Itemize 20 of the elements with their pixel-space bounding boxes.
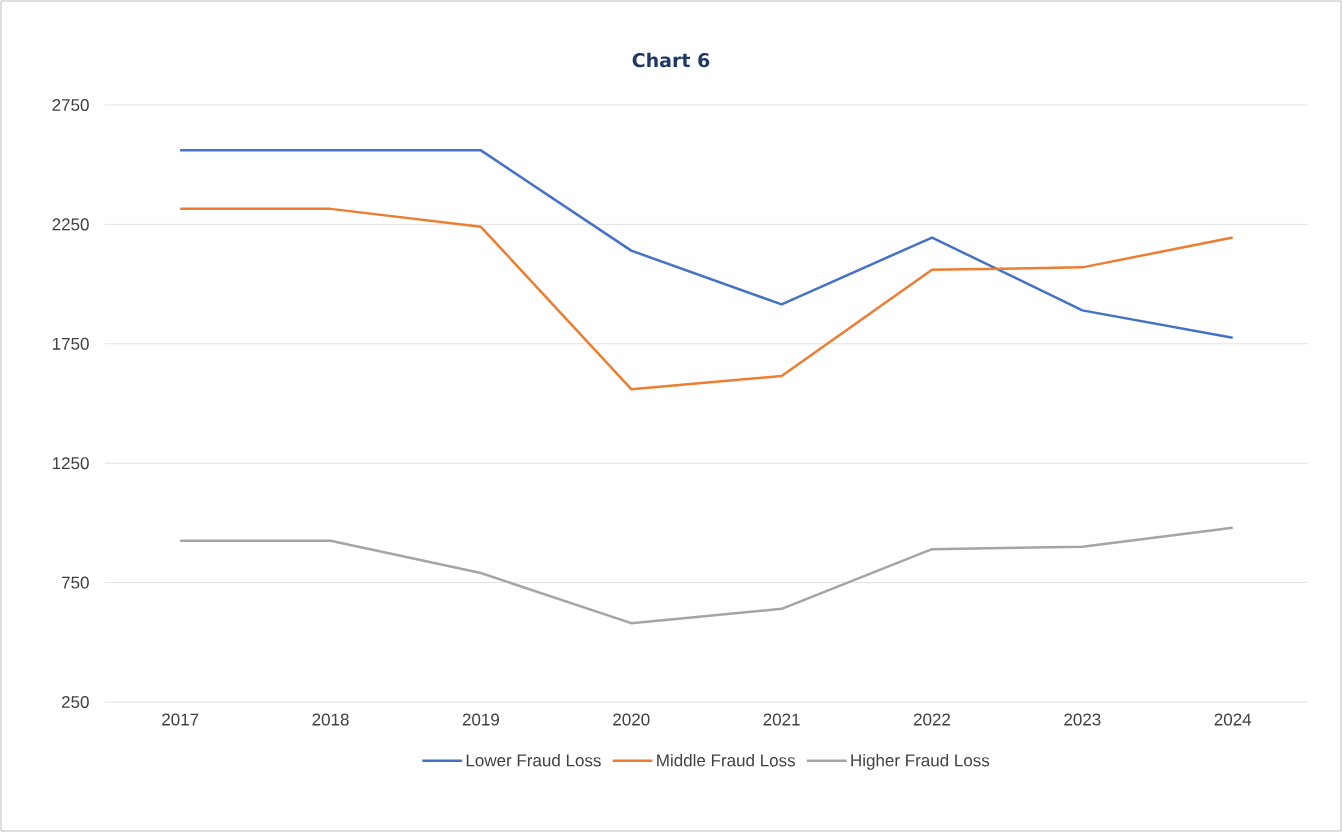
- x-tick-label: 2020: [613, 713, 650, 726]
- y-tick-label: 2750: [52, 98, 89, 112]
- x-tick-label: 2018: [312, 713, 349, 726]
- legend-label: Higher Fraud Loss: [851, 753, 990, 770]
- y-tick-label: 1250: [52, 457, 89, 470]
- y-tick-label: 1750: [52, 337, 89, 350]
- legend-label: Middle Fraud Loss: [657, 753, 795, 767]
- x-tick-label: 2017: [162, 713, 199, 726]
- y-tick-label: 2250: [52, 218, 89, 231]
- x-tick-label: 2021: [763, 713, 800, 726]
- x-tick-label: 2022: [913, 713, 951, 726]
- line-series: [178, 526, 1234, 625]
- y-tick-label: 250: [61, 695, 89, 709]
- x-tick-label: 2019: [462, 713, 500, 726]
- x-tick-label: 2024: [1214, 713, 1252, 726]
- x-tick-label: 2023: [1064, 713, 1101, 726]
- legend-label: Lower Fraud Loss: [466, 753, 601, 767]
- y-tick-label: 750: [61, 576, 89, 589]
- line-series: [178, 207, 1234, 391]
- chart-title: Chart 6: [632, 52, 710, 68]
